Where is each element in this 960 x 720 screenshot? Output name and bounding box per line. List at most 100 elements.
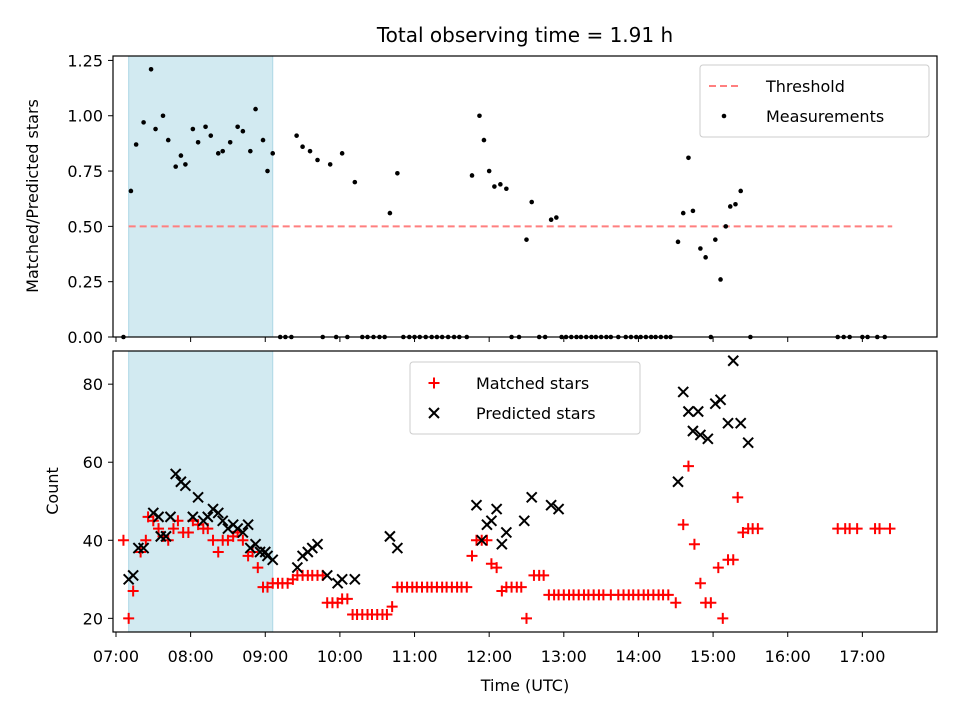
- x-tick-label: 07:00: [93, 647, 139, 666]
- predicted-stars-point: [702, 433, 714, 445]
- matched-stars-point: [252, 562, 264, 574]
- predicted-stars-point: [526, 491, 538, 504]
- measurement-point: [165, 137, 171, 143]
- measurement-point: [339, 151, 345, 156]
- ratio-panel: 0.00 0.25 0.50 0.75 1.00 1.25 Matched/Predicte…: [23, 51, 938, 347]
- matched-stars-point: [712, 562, 724, 574]
- matched-stars-point: [677, 519, 689, 531]
- predicted-stars-point: [500, 526, 513, 539]
- measurement-point: [173, 164, 178, 169]
- predicted-stars-point: [311, 538, 324, 550]
- measurement-point: [315, 157, 320, 163]
- predicted-stars-point: [476, 534, 488, 546]
- predicted-stars-point: [518, 515, 530, 527]
- predicted-stars-point: [249, 538, 262, 550]
- measurement-point: [220, 148, 226, 154]
- predicted-stars-point: [237, 526, 249, 539]
- matched-stars-point: [461, 581, 473, 593]
- measurement-point: [270, 151, 276, 156]
- predicted-stars-point: [336, 573, 348, 586]
- predicted-stars-point: [291, 561, 304, 574]
- axes-frame: [112, 55, 938, 338]
- matched-stars-point: [717, 612, 729, 624]
- predicted-stars-point: [254, 546, 266, 558]
- x-tick-label: 14:00: [615, 647, 661, 666]
- measurement-point: [548, 217, 554, 223]
- matched-stars-point: [153, 523, 165, 535]
- matched-stars-point: [874, 523, 886, 535]
- x-tick-label: 17:00: [839, 647, 885, 666]
- predicted-stars-point: [217, 515, 229, 527]
- legend-box: [699, 64, 930, 138]
- y-tick-label: 0.00: [67, 328, 103, 347]
- y-tick-label: 1.00: [67, 107, 103, 126]
- measurement-point: [529, 199, 535, 205]
- measurement-point: [698, 246, 703, 251]
- legend-label: Matched stars: [476, 374, 589, 393]
- measurement-point: [498, 182, 503, 187]
- legend-matched-swatch: [428, 377, 440, 389]
- predicted-stars-point: [242, 518, 254, 531]
- matched-stars-point: [884, 523, 896, 535]
- predicted-stars-point: [692, 405, 704, 418]
- predicted-stars-point: [179, 479, 192, 492]
- predicted-stars-point: [722, 417, 734, 429]
- measurement-point: [253, 106, 258, 112]
- measurement-point: [727, 204, 733, 209]
- matched-stars-point: [491, 562, 503, 574]
- measurement-point: [300, 144, 305, 150]
- matched-stars-point: [752, 523, 764, 535]
- x-tick-label: 16:00: [765, 647, 811, 666]
- measurement-point: [680, 210, 686, 216]
- matched-stars-point: [694, 577, 706, 589]
- matched-stars-point: [732, 491, 744, 503]
- measurement-point: [395, 170, 400, 176]
- measurement-point: [477, 113, 482, 119]
- predicted-stars-point: [187, 511, 199, 523]
- measurement-point: [178, 153, 184, 158]
- matched-stars-point: [520, 612, 532, 624]
- predicted-stars-point: [490, 503, 503, 515]
- measurement-point: [723, 224, 729, 229]
- y-tick-label: 0.50: [67, 217, 103, 236]
- predicted-stars-point: [485, 515, 498, 527]
- observing-window-span: [128, 55, 274, 338]
- predicted-stars-point: [391, 542, 404, 554]
- predicted-stars-point: [682, 405, 695, 418]
- matched-stars-point: [123, 612, 135, 624]
- count-panel: 20 40 60 80 Count 07:00 08:00 09:00 10:00 11:00 12…: [43, 350, 938, 666]
- measurement-point: [128, 188, 134, 194]
- matched-stars-point: [727, 554, 739, 566]
- measurement-point: [190, 126, 196, 132]
- x-tick-label: 09:00: [242, 647, 288, 666]
- x-tick-label: 10:00: [317, 647, 363, 666]
- measurement-point: [195, 139, 201, 145]
- measurement-point: [554, 215, 559, 220]
- matched-stars-point: [688, 538, 700, 550]
- y-tick-label: 80: [83, 375, 103, 394]
- measurement-point: [260, 137, 266, 143]
- measurement-point: [227, 139, 233, 145]
- measurement-point: [327, 162, 333, 167]
- predicted-stars-point: [714, 394, 727, 406]
- measurement-point: [352, 179, 358, 185]
- measurement-point: [504, 186, 509, 192]
- measurement-point: [469, 173, 475, 178]
- predicted-stars-point: [734, 417, 747, 429]
- measurement-point: [153, 126, 158, 132]
- matched-stars-point: [538, 569, 550, 581]
- matched-stars-point: [381, 608, 393, 620]
- predicted-stars-point: [677, 386, 689, 398]
- matched-stars-point: [682, 460, 694, 472]
- x-tick-label: 12:00: [466, 647, 512, 666]
- predicted-stars-point: [132, 542, 145, 554]
- measurement-point: [215, 151, 221, 156]
- measurement-point: [733, 201, 738, 207]
- matched-stars-point: [662, 589, 674, 601]
- legend-box: [409, 361, 641, 435]
- measurement-point: [294, 133, 299, 138]
- y-tick-label: 0.25: [67, 273, 103, 292]
- measurement-point: [307, 148, 313, 154]
- predicted-stars-point: [349, 573, 361, 586]
- predicted-stars-point: [496, 538, 508, 550]
